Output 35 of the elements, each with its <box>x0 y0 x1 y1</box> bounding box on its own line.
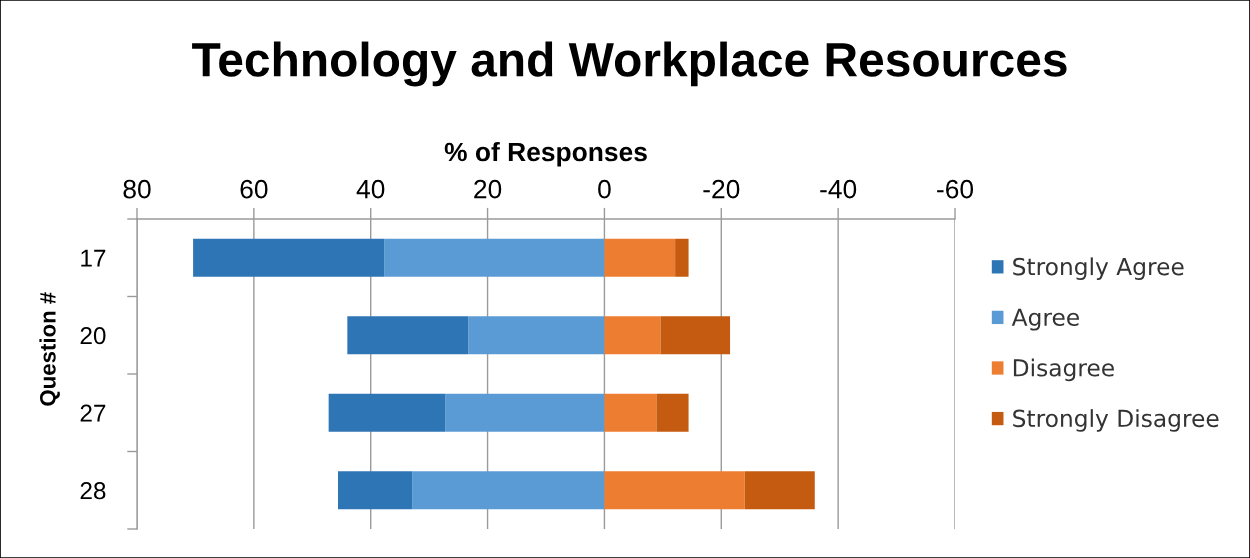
bar <box>656 393 689 432</box>
bar <box>604 238 676 277</box>
bar <box>347 316 469 355</box>
x-tick-label: 60 <box>240 179 268 199</box>
bar <box>384 238 605 277</box>
chart-title: Technology and Workplace Resources <box>192 41 1067 87</box>
x-tick-label: -20 <box>703 179 740 199</box>
x-tick-label: 40 <box>356 179 385 199</box>
bar <box>412 471 605 510</box>
bar <box>328 393 446 432</box>
bar <box>744 471 815 510</box>
bar <box>468 316 605 355</box>
bar <box>675 238 689 277</box>
bar <box>445 393 605 432</box>
x-tick-label: 80 <box>123 179 151 199</box>
y-tick-label: 28 <box>80 482 106 500</box>
bar <box>660 316 731 355</box>
x-tick-label: -40 <box>820 179 857 199</box>
y-axis-title: Question # <box>39 292 60 406</box>
x-tick-label: -60 <box>937 179 974 199</box>
x-tick-label: 20 <box>474 179 502 199</box>
bar <box>337 471 413 510</box>
bar <box>604 471 745 510</box>
y-tick-label: 20 <box>80 327 106 345</box>
y-tick-label: 17 <box>81 249 106 267</box>
x-axis-title: % of Responses <box>444 141 647 167</box>
y-tick-label: 27 <box>80 404 106 422</box>
legend-label: Strongly Disagree <box>1013 409 1219 432</box>
bar <box>604 316 661 355</box>
legend-label: Agree <box>1011 308 1079 331</box>
legend-label: Disagree <box>1013 358 1114 382</box>
bar <box>193 238 385 277</box>
bar <box>604 393 657 432</box>
legend-label: Strongly Agree <box>1013 257 1184 280</box>
x-tick-label: 0 <box>598 179 611 199</box>
